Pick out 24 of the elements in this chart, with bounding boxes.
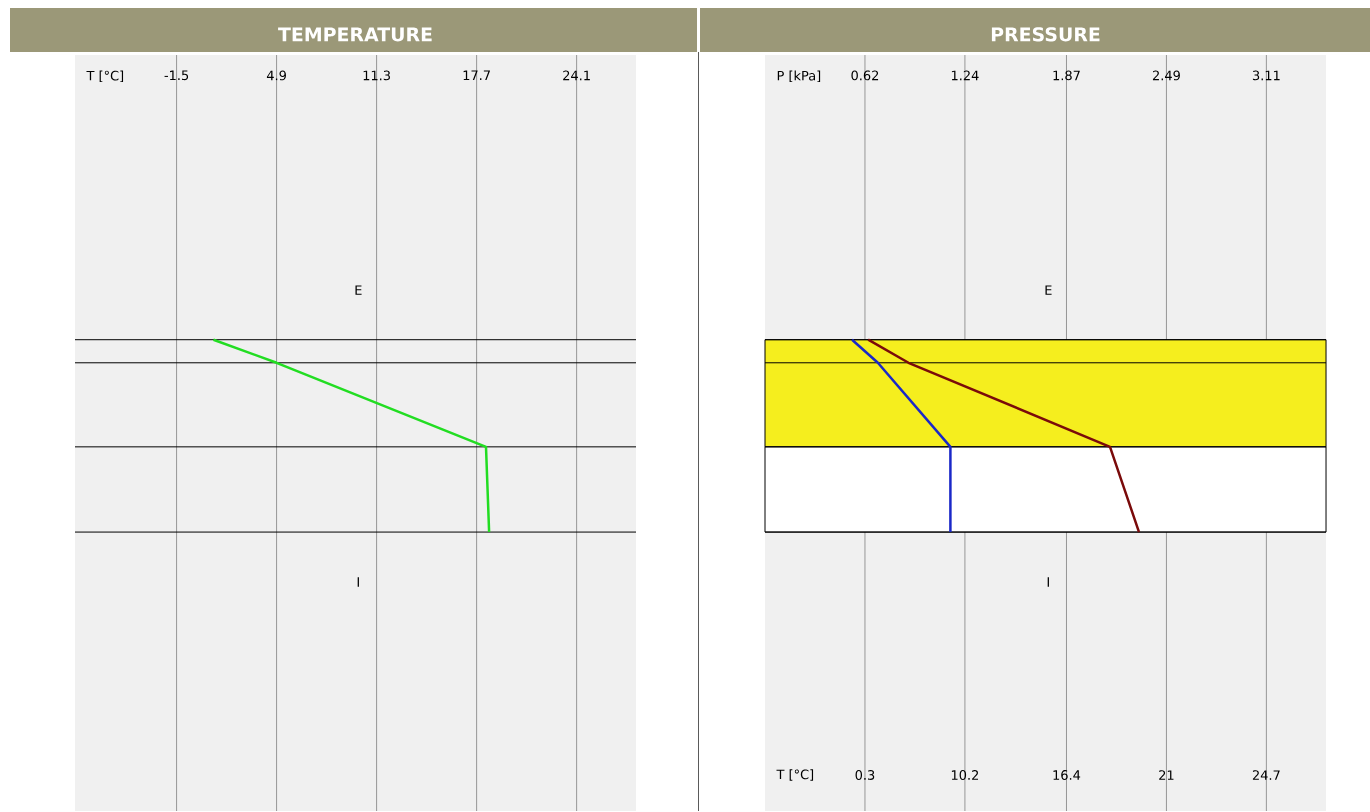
x-tick-label: 2.49	[1152, 70, 1180, 81]
chart-title: PRESSURE	[991, 27, 1100, 42]
text: E	[1045, 285, 1052, 296]
x-tick-label: 1.24	[951, 70, 979, 81]
text: I	[1047, 577, 1049, 587]
x-tick-label: 3.11	[1252, 70, 1280, 81]
x-axis-title: T [°C]	[86, 70, 124, 83]
x-tick-label: 4.9	[266, 70, 286, 81]
x-tick-label: 17.7	[463, 70, 490, 81]
text: 10.2	[951, 770, 979, 781]
text: E	[355, 285, 362, 296]
text: 24.7	[1252, 770, 1280, 781]
x-tick-label: 0.62	[851, 70, 879, 81]
x-axis-title: P [kPa]	[777, 70, 821, 83]
x-tick-label: 11.3	[363, 70, 390, 81]
text: 0.3	[855, 770, 875, 781]
x-tick-label: 24.1	[563, 70, 590, 81]
x-tick-label: -1.5	[164, 70, 189, 81]
text: T [°C]	[776, 769, 814, 782]
text: 21	[1159, 770, 1174, 781]
text: I	[357, 577, 359, 587]
text: 16.4	[1053, 770, 1081, 781]
chart-title: TEMPERATURE	[278, 27, 432, 42]
x-tick-label: 1.87	[1053, 70, 1080, 81]
